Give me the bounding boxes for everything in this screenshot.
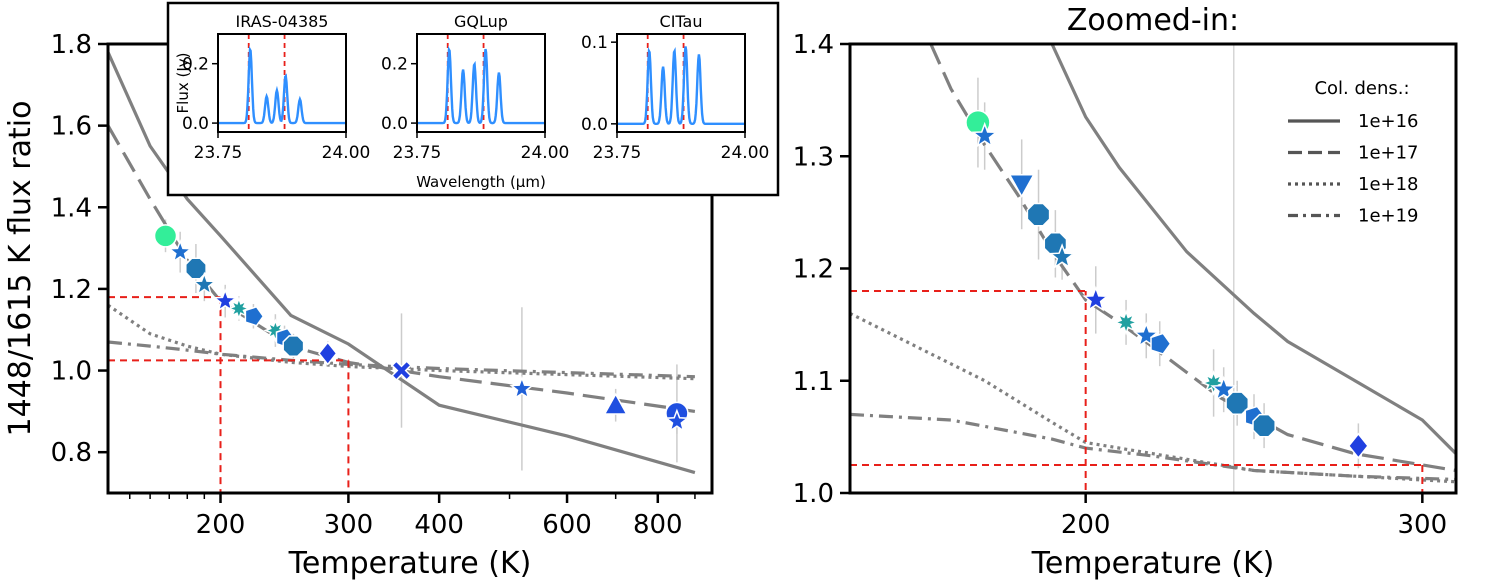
inset-x-axis-label: Wavelength (μm) (416, 173, 546, 191)
inset-y-tick-label: 0.2 (381, 55, 408, 75)
zoom-curve-1e+19 (850, 412, 1456, 482)
inset-spectrum (617, 46, 745, 125)
main-data-point (212, 288, 238, 312)
zoom-data-point (1132, 321, 1160, 348)
zoom-data-point (971, 121, 999, 148)
zoom-data-point (1225, 391, 1250, 416)
zoom-y-tick-label: 1.1 (793, 367, 834, 397)
inset-frame (416, 33, 546, 133)
main-data-point (282, 335, 305, 357)
zoom-data-point (1048, 243, 1076, 269)
legend-label: 1e+19 (1358, 206, 1419, 227)
inset-y-tick-label: 0.0 (381, 114, 408, 134)
inset-x-tick-label: 24.00 (322, 143, 371, 163)
main-panel: 200 300 400 600 800 0.8 1.0 1.2 1.4 1.6 1.8 Tempera… (3, 30, 714, 581)
main-data-point (391, 360, 412, 381)
zoom-data-point (1252, 413, 1276, 438)
zoom-data-point (1082, 285, 1110, 312)
main-data-point (153, 224, 178, 248)
inset-x-tick-label: 24.00 (721, 143, 770, 163)
main-curve-1e+16 (108, 51, 696, 475)
main-x-tick-label: 600 (542, 510, 592, 540)
inset-x-tick-label: 23.75 (593, 143, 642, 163)
inset-frame (217, 33, 347, 133)
legend-label: 1e+18 (1358, 174, 1419, 195)
zoom-y-tick-label: 1.0 (793, 479, 834, 509)
inset-y-tick-label: 0.0 (581, 115, 608, 135)
main-data-point (318, 341, 338, 366)
main-y-tick-label: 0.8 (51, 438, 92, 468)
main-x-tick-label: 400 (414, 510, 464, 540)
zoom-x-tick-label: 300 (1398, 510, 1448, 540)
main-y-tick-label: 1.8 (51, 30, 92, 60)
main-data-point (185, 257, 207, 280)
main-data-point (664, 408, 690, 433)
inset-title: CITau (660, 12, 703, 31)
main-curve-1e+18 (108, 303, 695, 381)
inset-spectrum (417, 45, 545, 125)
zoom-data-point (1008, 173, 1035, 198)
zoom-data-point (1150, 332, 1172, 355)
zoom-data-point (1026, 202, 1051, 227)
inset-panel: GQLup 0.0 0.2 23.75 24.00 (381, 12, 569, 163)
inset-y-axis-label: Flux (Jy) (174, 53, 192, 114)
zoom-x-axis-label: Temperature (K) (1031, 546, 1275, 581)
main-y-axis-label: 1448/1615 K flux ratio (3, 101, 38, 437)
main-y-tick-label: 1.0 (51, 357, 92, 387)
inset-frame (616, 33, 746, 133)
inset-y-tick-label: 0.0 (182, 114, 209, 134)
main-data-point (603, 392, 628, 415)
main-x-tick-label: 800 (633, 510, 683, 540)
inset-title: GQLup (454, 12, 508, 31)
zoom-x-tick-label: 200 (1061, 510, 1111, 540)
legend-title: Col. dens.: (1314, 78, 1409, 99)
legend: Col. dens.: 1e+16 1e+17 1e+18 1e+19 (1288, 78, 1419, 227)
inset-panel: IRAS-04385 0.0 0.2 23.75 24.00 (182, 12, 370, 163)
zoom-y-tick-label: 1.3 (793, 142, 834, 172)
zoom-plot-area (850, 44, 1456, 493)
main-x-axis-label: Temperature (K) (288, 546, 532, 581)
inset-y-tick-label: 0.2 (182, 55, 209, 75)
zoom-data-point (1113, 309, 1140, 336)
legend-label: 1e+17 (1358, 143, 1419, 164)
zoom-data-point (1347, 432, 1369, 460)
main-data-point (244, 305, 265, 327)
main-y-tick-label: 1.4 (51, 193, 92, 223)
zoom-y-tick-label: 1.2 (793, 255, 834, 285)
zoom-y-tick-label: 1.4 (793, 30, 834, 60)
zoom-curve-1e+17 (929, 44, 1456, 473)
main-data-point (226, 296, 252, 321)
zoom-data-point (1210, 375, 1238, 402)
insets: IRAS-04385 0.0 0.2 23.75 24.00 GQLup 0.0 0.2 23.… (166, 1, 780, 197)
main-x-tick-label: 200 (196, 510, 246, 540)
inset-x-tick-label: 23.75 (393, 143, 442, 163)
inset-x-tick-label: 23.75 (194, 143, 243, 163)
main-data-point (509, 375, 535, 400)
main-x-tick-label: 300 (324, 510, 374, 540)
legend-label: 1e+16 (1358, 111, 1419, 132)
main-y-tick-label: 1.6 (51, 112, 92, 142)
main-data-point (191, 271, 217, 296)
main-plot-area (108, 51, 696, 493)
zoom-curve-1e+18 (850, 311, 1456, 484)
main-y-tick-label: 1.2 (51, 275, 92, 305)
inset-x-tick-label: 24.00 (521, 143, 570, 163)
inset-y-tick-label: 0.1 (581, 33, 608, 53)
zoom-panel: 200 300 1.0 1.1 1.2 1.3 1.4 Temperature (K) Zoom… (793, 3, 1458, 581)
inset-title: IRAS-04385 (236, 12, 329, 31)
inset-spectrum (218, 45, 346, 125)
zoom-curve-1e+16 (1050, 44, 1456, 455)
main-data-point (167, 239, 193, 263)
inset-panel: CITau 0.0 0.1 23.75 24.00 (581, 12, 769, 163)
zoom-title: Zoomed-in: (1067, 3, 1239, 38)
